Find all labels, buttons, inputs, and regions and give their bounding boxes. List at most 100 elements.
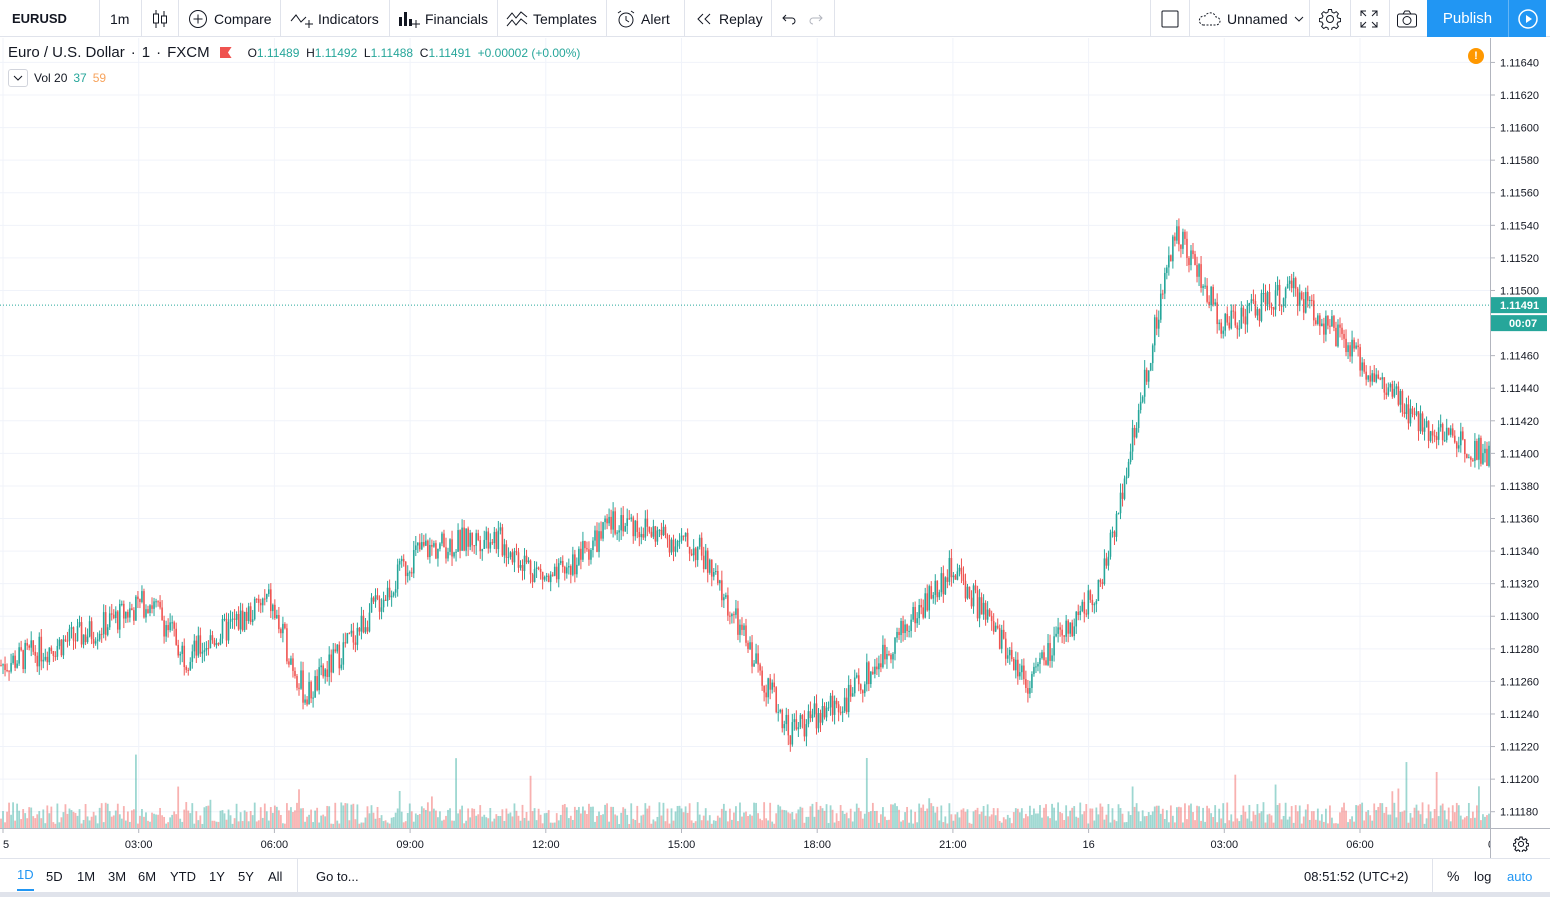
volume-bar bbox=[1290, 806, 1293, 828]
candle-body bbox=[698, 537, 701, 547]
range-1m-button[interactable]: 1M bbox=[77, 868, 96, 884]
volume-bar bbox=[726, 821, 729, 828]
compare-label: Compare bbox=[214, 10, 272, 27]
candle-body bbox=[364, 627, 367, 633]
select-layout-button[interactable] bbox=[1160, 0, 1180, 37]
symbol-search-button[interactable]: EURUSD bbox=[12, 11, 67, 26]
candle-body bbox=[920, 605, 922, 608]
range-ytd-button[interactable]: YTD bbox=[170, 868, 196, 884]
volume-bar bbox=[755, 802, 757, 828]
volume-bar bbox=[471, 808, 474, 828]
percent-toggle[interactable]: % bbox=[1447, 868, 1460, 884]
volume-bar bbox=[984, 815, 987, 828]
volume-bar bbox=[1288, 816, 1291, 828]
volume-bar bbox=[1425, 818, 1428, 828]
candle-body bbox=[382, 599, 385, 608]
candle-body bbox=[1234, 311, 1237, 326]
volume-bar bbox=[875, 810, 878, 828]
volume-bar bbox=[151, 812, 153, 828]
candle-body bbox=[1246, 305, 1249, 325]
candle-body bbox=[396, 564, 399, 590]
candle-body bbox=[922, 607, 924, 618]
candle-body bbox=[1486, 448, 1488, 466]
close-value: 1.11491 bbox=[428, 45, 471, 60]
candle-body bbox=[1004, 638, 1007, 659]
replay-button[interactable]: Replay bbox=[695, 0, 763, 37]
price-tick-label: 1.11520 bbox=[1500, 253, 1539, 265]
undo-button[interactable] bbox=[781, 0, 797, 37]
templates-button[interactable]: Templates bbox=[506, 0, 597, 37]
candle-body bbox=[1470, 457, 1472, 460]
candle-body bbox=[1079, 611, 1082, 616]
candle-body bbox=[626, 518, 629, 526]
range-5d-button[interactable]: 5D bbox=[46, 868, 63, 884]
fullscreen-button[interactable] bbox=[1359, 0, 1379, 37]
volume-bar bbox=[0, 818, 2, 828]
volume-bar bbox=[739, 802, 741, 828]
volume-bar bbox=[211, 820, 214, 828]
candle-body bbox=[652, 526, 655, 537]
volume-bar bbox=[1429, 811, 1432, 828]
volume-bar bbox=[86, 816, 89, 828]
candle-body bbox=[398, 560, 401, 565]
candle-body bbox=[1226, 313, 1229, 323]
candle-body bbox=[853, 677, 856, 694]
candle-body bbox=[209, 635, 212, 649]
candle-body bbox=[823, 706, 826, 718]
range-3m-button[interactable]: 3M bbox=[108, 868, 127, 884]
redo-button[interactable] bbox=[808, 0, 824, 37]
candle-body bbox=[868, 662, 870, 685]
financials-button[interactable]: Financials bbox=[398, 0, 488, 37]
goto-button[interactable]: Go to... bbox=[316, 868, 359, 884]
divider bbox=[1432, 859, 1433, 893]
compare-button[interactable]: Compare bbox=[188, 0, 272, 37]
publish-button[interactable]: Publish bbox=[1427, 0, 1508, 37]
candle-body bbox=[1111, 531, 1114, 533]
candle-body bbox=[473, 545, 475, 547]
clock[interactable]: 08:51:52 (UTC+2) bbox=[1304, 868, 1409, 884]
chart-style-button[interactable] bbox=[151, 0, 169, 37]
volume-bar bbox=[255, 821, 258, 828]
candle-body bbox=[1260, 293, 1263, 321]
price-chart[interactable] bbox=[0, 38, 1497, 828]
flag-icon[interactable] bbox=[219, 47, 232, 58]
chart-pane[interactable] bbox=[0, 38, 1497, 828]
candle-body bbox=[1357, 345, 1359, 348]
time-axis[interactable]: 5 03:00 06:00 09:00 12:00 15:00 18:00 21:00 16 03… bbox=[0, 828, 1503, 858]
volume-bar bbox=[269, 807, 272, 828]
snapshot-button[interactable] bbox=[1396, 0, 1418, 37]
volume-bar bbox=[549, 822, 552, 828]
volume-bar bbox=[181, 821, 184, 828]
layout-name-button[interactable]: Unnamed bbox=[1197, 0, 1304, 37]
volume-bar bbox=[491, 821, 494, 828]
volume-bar bbox=[217, 821, 220, 828]
alert-button[interactable]: Alert bbox=[616, 0, 670, 37]
warning-icon[interactable]: ! bbox=[1468, 48, 1484, 64]
auto-scale-toggle[interactable]: auto bbox=[1507, 868, 1533, 884]
indicators-button[interactable]: Indicators bbox=[290, 0, 379, 37]
volume-bar bbox=[527, 820, 530, 828]
volume-bar bbox=[666, 808, 669, 828]
volume-bar bbox=[346, 803, 349, 828]
volume-bar bbox=[322, 814, 325, 828]
play-button[interactable] bbox=[1508, 0, 1546, 37]
interval-button[interactable]: 1m bbox=[110, 10, 130, 27]
range-all-button[interactable]: All bbox=[268, 868, 283, 884]
candle-body bbox=[62, 639, 65, 656]
legend-interval: 1 bbox=[141, 44, 151, 61]
collapse-legend-button[interactable] bbox=[8, 69, 28, 87]
price-tick-label: 1.11640 bbox=[1500, 57, 1539, 69]
volume-bar bbox=[239, 812, 242, 828]
volume-bar bbox=[745, 811, 747, 828]
price-axis[interactable]: 1.11640 1.11620 1.11600 1.11580 1.11560 1.115… bbox=[1490, 38, 1550, 828]
range-1d-button[interactable]: 1D bbox=[17, 859, 34, 891]
settings-button[interactable] bbox=[1319, 0, 1341, 37]
range-5y-button[interactable]: 5Y bbox=[238, 868, 254, 884]
axis-settings-button[interactable] bbox=[1490, 828, 1550, 858]
range-6m-button[interactable]: 6M bbox=[138, 868, 157, 884]
volume-bar bbox=[167, 822, 170, 828]
log-toggle[interactable]: log bbox=[1474, 868, 1492, 884]
volume-bar bbox=[284, 823, 286, 828]
range-1y-button[interactable]: 1Y bbox=[209, 868, 225, 884]
candle-body bbox=[648, 526, 651, 532]
